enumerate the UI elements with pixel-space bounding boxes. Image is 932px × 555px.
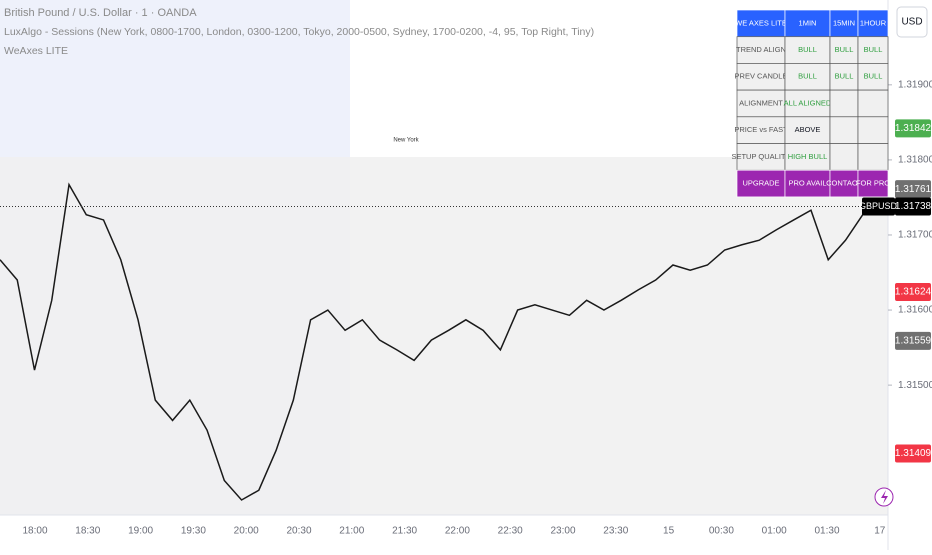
symbol-title: British Pound / U.S. Dollar · 1 · OANDA bbox=[4, 7, 197, 19]
y-tick-label: 1.31700 bbox=[898, 230, 932, 241]
symbol-tag-box bbox=[862, 197, 895, 216]
table-cell bbox=[857, 63, 889, 91]
table-text: ALIGNMENT bbox=[739, 98, 783, 107]
currency-button[interactable] bbox=[896, 6, 928, 38]
x-tick-label: 01:00 bbox=[762, 526, 787, 537]
table-text: BULL bbox=[835, 45, 854, 54]
alert-bolt[interactable] bbox=[881, 490, 888, 504]
x-tick-label: 15 bbox=[663, 526, 675, 537]
table-text: BULL bbox=[798, 45, 817, 54]
table-text: UPGRADE bbox=[742, 179, 779, 188]
price-label-box bbox=[895, 119, 931, 138]
table-cell bbox=[829, 143, 859, 171]
x-tick-label: 22:30 bbox=[498, 526, 523, 537]
table-cell bbox=[784, 169, 831, 198]
table-text: PRO AVAIL bbox=[788, 179, 826, 188]
table-text: BULL bbox=[798, 72, 817, 81]
table-text: ABOVE bbox=[795, 125, 821, 134]
table-text: BULL bbox=[864, 45, 883, 54]
session-label: New York bbox=[393, 138, 419, 144]
x-tick-label: 23:30 bbox=[603, 526, 628, 537]
price-label: 1.31624 bbox=[895, 287, 932, 298]
currency[interactable]: USD bbox=[901, 17, 922, 28]
table-cell bbox=[784, 9, 831, 38]
price-label: 1.31409 bbox=[895, 448, 932, 459]
x-tick-label: 19:30 bbox=[181, 526, 206, 537]
y-tick-label: 1.31600 bbox=[898, 305, 932, 316]
table-text: BULL bbox=[864, 72, 883, 81]
table-text: 1HOUR bbox=[860, 18, 887, 27]
table-text: PREV CANDLE bbox=[735, 72, 788, 81]
price-label: 1.31842 bbox=[895, 123, 932, 134]
x-tick-label: 20:00 bbox=[234, 526, 259, 537]
table-cell bbox=[736, 169, 786, 198]
y-tick-label: 1.31900 bbox=[898, 79, 932, 90]
x-tick-label: 20:30 bbox=[286, 526, 311, 537]
price-label-box bbox=[895, 331, 931, 350]
price-label-box bbox=[895, 197, 931, 216]
table-text: ALL ALIGNED bbox=[784, 98, 832, 107]
table-cell bbox=[736, 9, 786, 38]
table-text: 15MIN bbox=[833, 18, 855, 27]
indicator-weaxes: WeAxes LITE bbox=[4, 45, 68, 57]
table-cell bbox=[736, 63, 786, 91]
table-cell bbox=[857, 89, 889, 118]
table-cell bbox=[829, 9, 859, 38]
x-tick-label: 21:30 bbox=[392, 526, 417, 537]
price-label-box bbox=[895, 444, 931, 463]
table-cell bbox=[736, 116, 786, 144]
session-box bbox=[0, 157, 888, 515]
price-line bbox=[0, 182, 881, 501]
price-label-box bbox=[895, 180, 931, 199]
table-cell bbox=[857, 116, 889, 144]
price-label-box bbox=[895, 283, 931, 302]
table-cell bbox=[829, 116, 859, 144]
x-tick-label: 18:30 bbox=[75, 526, 100, 537]
y-tick-label: 1.31800 bbox=[898, 155, 932, 166]
table-text: WE AXES LITE bbox=[735, 18, 787, 27]
price-label: 1.31559 bbox=[895, 335, 932, 346]
y-tick-label: 1.31500 bbox=[898, 380, 932, 391]
price-label: 1.31738 bbox=[895, 201, 932, 212]
x-tick-label: 22:00 bbox=[445, 526, 470, 537]
price-label: 1.31761 bbox=[895, 184, 932, 195]
table-cell bbox=[784, 63, 831, 91]
table-text: SETUP QUALITY bbox=[731, 152, 790, 161]
table-text: HIGH BULL bbox=[788, 152, 828, 161]
x-tick-label: 00:30 bbox=[709, 526, 734, 537]
table-cell bbox=[829, 63, 859, 91]
table-text: FOR PRO bbox=[856, 179, 890, 188]
table-cell bbox=[736, 89, 786, 118]
symbol-tag: GBPUSD bbox=[859, 201, 898, 211]
table-cell bbox=[857, 169, 889, 198]
x-tick-label: 23:00 bbox=[550, 526, 575, 537]
table-cell bbox=[784, 36, 831, 64]
x-tick-label: 19:00 bbox=[128, 526, 153, 537]
x-tick-label: 21:00 bbox=[339, 526, 364, 537]
x-tick-label: 18:00 bbox=[22, 526, 47, 537]
table-text: CONTACT bbox=[826, 179, 862, 188]
table-text: BULL bbox=[835, 72, 854, 81]
x-tick-label: 01:30 bbox=[814, 526, 839, 537]
table-cell bbox=[784, 143, 831, 171]
table-cell bbox=[784, 89, 831, 118]
table-text: TREND ALIGN bbox=[736, 45, 786, 54]
table-text: 1MIN bbox=[799, 18, 817, 27]
table-cell bbox=[829, 89, 859, 118]
x-tick-label: 17 bbox=[874, 526, 886, 537]
table-text: PRICE vs FAST bbox=[734, 125, 788, 134]
table-cell bbox=[857, 143, 889, 171]
table-cell bbox=[829, 169, 859, 198]
indicator-sessions: LuxAlgo - Sessions (New York, 0800-1700,… bbox=[4, 26, 594, 38]
